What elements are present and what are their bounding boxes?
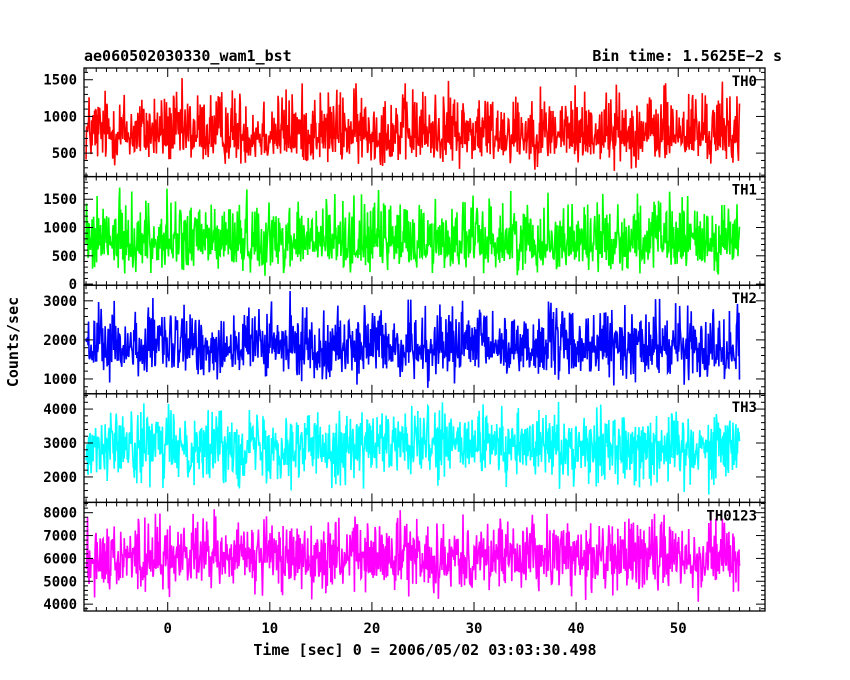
y-tick-label: 8000 — [43, 506, 77, 522]
y-tick-label: 3000 — [43, 294, 77, 310]
panel-label-th1: TH1 — [732, 183, 757, 199]
x-tick-label: 0 — [164, 621, 172, 637]
series-line-th0123 — [85, 509, 741, 602]
x-tick-label: 30 — [466, 621, 483, 637]
series-line-th0 — [85, 78, 741, 171]
panel-label-th2: TH2 — [732, 291, 757, 307]
x-axis-label: Time [sec] 0 = 2006/05/02 03:03:30.498 — [253, 641, 596, 659]
y-tick-label: 3000 — [43, 436, 77, 452]
x-tick-label: 10 — [261, 621, 278, 637]
y-tick-label: 2000 — [43, 333, 77, 349]
y-tick-label: 1000 — [43, 221, 77, 237]
y-tick-label: 6000 — [43, 551, 77, 567]
panel-label-th3: TH3 — [732, 400, 757, 416]
y-tick-label: 4000 — [43, 402, 77, 418]
y-tick-label: 500 — [52, 146, 77, 162]
panel-label-th0123: TH0123 — [706, 508, 757, 524]
x-tick-label: 40 — [568, 621, 585, 637]
panel-th0123: 4000 5000 6000 7000 8000 TH0123 — [43, 501, 766, 613]
series-line-th1 — [85, 187, 741, 276]
panel-label-th0: TH0 — [732, 74, 757, 90]
x-tick-label: 50 — [670, 621, 687, 637]
y-tick-label: 1500 — [43, 192, 77, 208]
panel-th3: 2000 3000 4000 TH3 — [43, 393, 766, 504]
chart-title-left: ae060502030330_wam1_bst — [84, 47, 292, 65]
y-tick-label: 500 — [52, 249, 77, 265]
y-tick-label: 1000 — [43, 372, 77, 388]
y-tick-label: 1500 — [43, 73, 77, 89]
series-line-th2 — [85, 291, 741, 388]
y-tick-label: 0 — [69, 277, 77, 293]
series-line-th3 — [85, 401, 741, 495]
panel-th1: 0 500 1000 1500 TH1 — [43, 175, 766, 293]
x-tick-label: 20 — [363, 621, 380, 637]
y-tick-label: 5000 — [43, 574, 77, 590]
y-axis-label: Counts/sec — [4, 297, 22, 387]
y-tick-label: 1000 — [43, 109, 77, 125]
panel-th0: 500 1000 1500 TH0 — [43, 67, 766, 178]
panel-th2: 1000 2000 3000 TH2 — [43, 284, 766, 395]
y-tick-label: 2000 — [43, 470, 77, 486]
panel-frame — [83, 501, 766, 612]
y-tick-label: 7000 — [43, 529, 77, 545]
chart-title-right: Bin time: 1.5625E−2 s — [592, 47, 782, 65]
y-tick-label: 4000 — [43, 597, 77, 613]
